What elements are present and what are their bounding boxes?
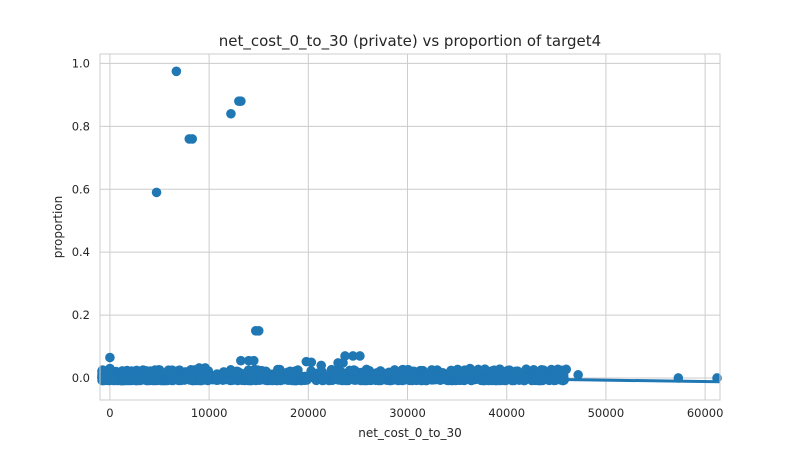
- x-tick-label: 50000: [588, 406, 625, 420]
- chart-title: net_cost_0_to_30 (private) vs proportion…: [219, 32, 601, 51]
- data-point: [530, 368, 541, 379]
- data-point: [118, 374, 129, 385]
- data-point: [338, 358, 348, 368]
- y-tick-label: 0.6: [72, 182, 90, 196]
- y-tick-label: 0.4: [72, 245, 90, 259]
- x-tick-label: 0: [106, 406, 113, 420]
- regression-line-layer: [99, 371, 721, 384]
- data-point: [326, 364, 337, 375]
- data-points: [97, 66, 722, 386]
- y-tick-label: 0.2: [72, 308, 90, 322]
- x-tick-label: 60000: [687, 406, 724, 420]
- data-point: [316, 360, 327, 371]
- data-point: [246, 375, 256, 386]
- data-point: [151, 187, 162, 198]
- x-axis-label: net_cost_0_to_30: [358, 426, 462, 440]
- data-point: [126, 374, 136, 385]
- data-point: [317, 375, 328, 386]
- data-point: [573, 370, 583, 380]
- y-tick-label: 1.0: [72, 56, 90, 70]
- data-point: [355, 351, 365, 361]
- data-point: [171, 66, 182, 77]
- data-point: [335, 366, 346, 377]
- x-tick-label: 10000: [191, 406, 228, 420]
- data-point: [243, 365, 254, 375]
- y-tick-label: 0.0: [72, 371, 90, 385]
- data-point: [465, 363, 475, 374]
- data-point: [268, 375, 278, 386]
- data-point: [145, 373, 155, 384]
- grid: [100, 54, 720, 400]
- data-point: [552, 368, 563, 379]
- tick-labels: 0 10000 20000 30000 40000 50000 60000 0.0 0.2 0.4…: [72, 56, 724, 420]
- data-point: [196, 375, 206, 386]
- data-point: [364, 365, 375, 376]
- data-point: [348, 367, 358, 377]
- data-point: [403, 364, 413, 375]
- data-point: [212, 375, 223, 386]
- data-point: [236, 355, 246, 366]
- data-point: [273, 366, 284, 377]
- data-point: [236, 96, 246, 106]
- data-point: [480, 364, 490, 374]
- data-point: [494, 364, 505, 374]
- data-point: [248, 355, 259, 366]
- x-tick-label: 20000: [290, 406, 327, 420]
- data-point: [105, 352, 115, 363]
- data-point: [306, 357, 317, 368]
- x-tick-label: 40000: [488, 406, 525, 420]
- data-point: [105, 363, 115, 374]
- data-point: [187, 134, 198, 144]
- regression-line: [99, 371, 721, 384]
- x-tick-label: 30000: [389, 406, 426, 420]
- data-point: [253, 326, 264, 336]
- plot-frame: [99, 53, 721, 401]
- data-point: [108, 375, 118, 386]
- y-axis-label: proportion: [51, 196, 65, 259]
- data-point: [348, 351, 358, 361]
- y-tick-label: 0.8: [72, 119, 90, 133]
- data-point: [226, 108, 236, 119]
- data-point: [137, 374, 148, 384]
- data-point: [200, 363, 210, 373]
